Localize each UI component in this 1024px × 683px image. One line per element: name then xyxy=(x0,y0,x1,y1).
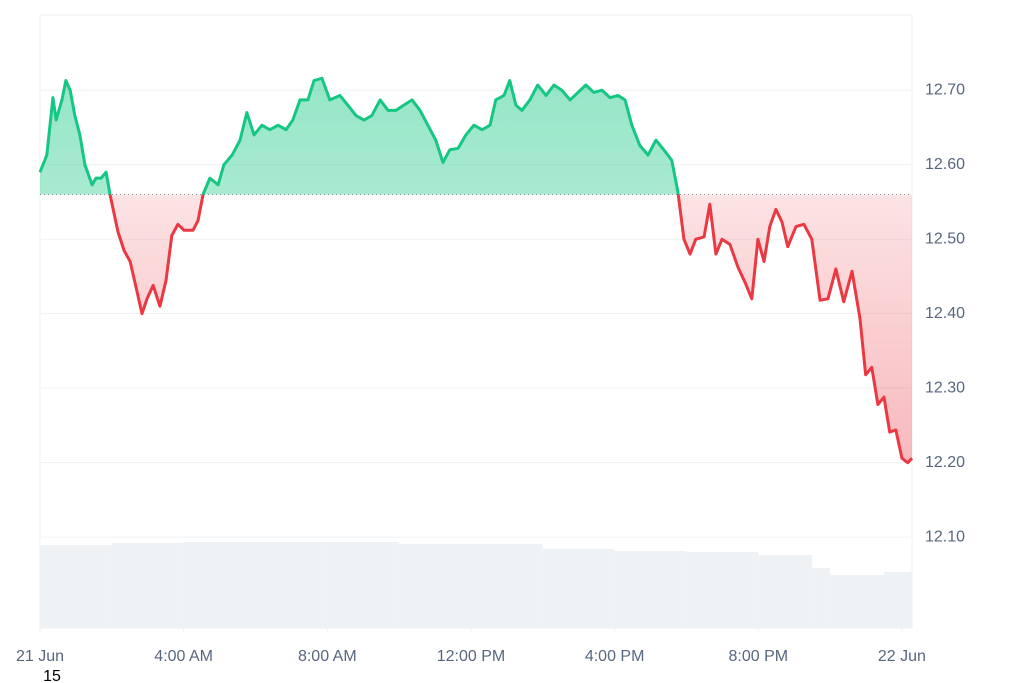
volume-bar xyxy=(327,542,400,628)
volume-bar xyxy=(686,552,759,628)
volume-bar xyxy=(111,543,184,628)
volume-bar xyxy=(399,544,471,628)
y-tick-label: 12.60 xyxy=(925,156,965,173)
x-tick-label: 8:00 AM xyxy=(298,648,357,665)
area-up xyxy=(40,78,912,195)
line-up xyxy=(38,76,680,195)
line-down xyxy=(108,194,914,465)
volume-bar xyxy=(542,549,615,628)
y-tick-label: 12.20 xyxy=(925,454,965,471)
x-tick-label: 12:00 PM xyxy=(437,648,505,665)
x-tick-label: 22 Jun xyxy=(878,648,926,665)
x-tick-label: 21 Jun xyxy=(16,648,64,665)
volume-bar xyxy=(614,551,687,628)
volume-bar xyxy=(758,555,813,628)
plot-frame xyxy=(39,14,913,629)
y-tick-label: 12.10 xyxy=(925,528,965,545)
note: 15 xyxy=(43,668,61,683)
volume-bar xyxy=(40,545,112,628)
volume-bar xyxy=(470,544,543,628)
volume-bar xyxy=(183,542,256,628)
y-tick-label: 12.70 xyxy=(925,81,965,98)
y-tick-label: 12.50 xyxy=(925,230,965,247)
y-tick-label: 12.40 xyxy=(925,305,965,322)
y-tick-label: 12.30 xyxy=(925,379,965,396)
volume-bar xyxy=(830,575,884,628)
volume-bar xyxy=(812,568,831,628)
x-tick-label: 4:00 PM xyxy=(585,648,645,665)
x-tick-label: 4:00 AM xyxy=(154,648,213,665)
area-down xyxy=(110,194,912,463)
volume-bar xyxy=(255,542,328,628)
volume-bar xyxy=(883,572,912,628)
x-tick-label: 8:00 PM xyxy=(728,648,788,665)
